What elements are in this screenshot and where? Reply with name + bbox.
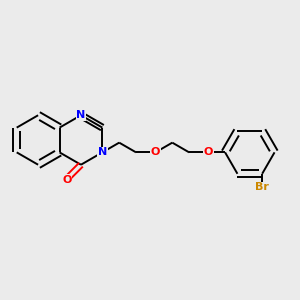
Text: N: N [98,147,107,158]
Text: O: O [62,175,71,185]
Text: O: O [204,147,213,158]
Text: O: O [151,147,160,158]
Text: Br: Br [255,182,269,192]
Text: N: N [76,110,86,120]
